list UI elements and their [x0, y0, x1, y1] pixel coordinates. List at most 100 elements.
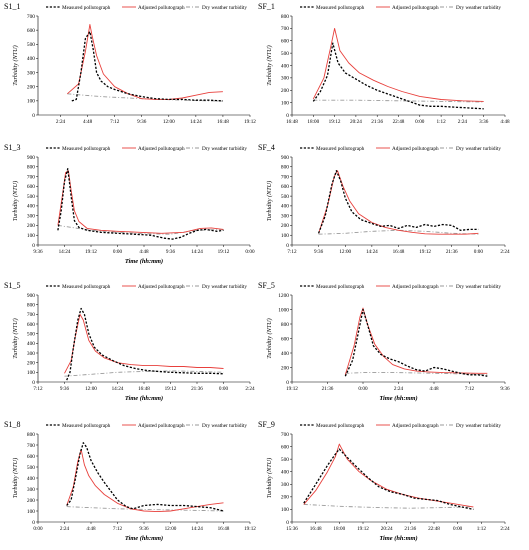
y-tick-label: 700 [281, 432, 289, 438]
x-tick-label: 16:48 [393, 249, 405, 255]
series-line-dry [345, 372, 488, 376]
legend-label-dry: Dry weather turbidity [456, 284, 501, 290]
x-tick-label: 7:12 [465, 386, 475, 392]
legend-label-adjusted: Adjusted pollutograph [392, 423, 439, 429]
y-tick-label: 800 [27, 432, 35, 438]
y-tick-label: 0 [32, 520, 35, 526]
legend-label-adjusted: Adjusted pollutograph [392, 5, 439, 11]
y-tick-label: 300 [281, 76, 289, 82]
series-line-dry [57, 224, 224, 235]
chart-panel-s1-5: S1_5 Measured pollutograph Adjusted pollut… [4, 281, 255, 402]
x-tick-label: 19:12 [419, 249, 431, 255]
legend-label-dry: Dry weather turbidity [456, 5, 501, 11]
x-tick-label: 19:12 [286, 386, 298, 392]
series-line-measured [66, 307, 224, 381]
x-tick-label: 0:00 [245, 249, 255, 255]
legend-label-measured: Measured pollutograph [316, 5, 365, 11]
y-tick-label: 600 [281, 444, 289, 450]
x-tick-label: 18:00 [333, 526, 345, 532]
x-tick-label: 2:24 [245, 386, 255, 392]
series-line-adjusted [57, 170, 224, 234]
y-tick-label: 200 [27, 498, 35, 504]
x-tick-label: 16:48 [217, 119, 229, 125]
y-tick-label: 700 [27, 14, 35, 20]
y-tick-label: 200 [27, 360, 35, 366]
y-axis-title: Turbidity (NTU) [12, 318, 19, 358]
y-tick-label: 600 [27, 184, 35, 190]
x-axis-title: Time (hh:mm) [125, 395, 163, 402]
y-tick-label: 500 [281, 51, 289, 57]
chart-panel-sf-9: SF_9 Measured pollutograph Adjusted pollut… [258, 420, 510, 542]
series-line-adjusted [64, 313, 224, 374]
x-tick-label: 19:12 [329, 119, 341, 125]
series-line-measured [317, 170, 479, 234]
y-tick-label: 600 [281, 39, 289, 45]
series-line-measured [303, 448, 474, 511]
legend-label-dry: Dry weather turbidity [202, 423, 247, 429]
x-tick-label: 9:36 [33, 249, 43, 255]
y-tick-label: 800 [281, 322, 289, 328]
series-line-adjusted [318, 170, 479, 235]
y-tick-label: 600 [27, 28, 35, 34]
legend-label-measured: Measured pollutograph [316, 146, 365, 152]
y-tick-label: 400 [27, 56, 35, 62]
y-tick-label: 400 [27, 476, 35, 482]
x-tick-label: 14:24 [366, 249, 378, 255]
x-tick-label: 1:12 [436, 119, 446, 125]
series-line-adjusted [67, 24, 223, 100]
y-tick-label: 400 [27, 204, 35, 210]
x-tick-label: 12:00 [85, 386, 97, 392]
series-line-adjusted [312, 27, 484, 102]
y-tick-label: 800 [27, 165, 35, 171]
y-tick-label: 500 [281, 194, 289, 200]
y-tick-label: 900 [281, 155, 289, 161]
series-line-dry [318, 229, 479, 235]
x-tick-label: 2:24 [500, 249, 510, 255]
y-tick-label: 800 [27, 302, 35, 308]
x-tick-label: 9:36 [500, 386, 510, 392]
legend-label-measured: Measured pollutograph [62, 5, 111, 11]
x-tick-label: 4:48 [83, 119, 93, 125]
x-tick-label: 4:48 [139, 249, 149, 255]
legend-label-dry: Dry weather turbidity [456, 146, 501, 152]
x-tick-label: 14:24 [59, 249, 71, 255]
y-tick-label: 1200 [278, 293, 289, 299]
x-tick-label: 21:36 [404, 526, 416, 532]
y-axis-title: Turbidity (NTU) [266, 181, 273, 221]
series-line-adjusted [344, 307, 488, 375]
y-axis-title: Turbidity (NTU) [266, 318, 273, 358]
y-tick-label: 0 [286, 113, 289, 119]
y-tick-label: 500 [27, 465, 35, 471]
y-tick-label: 100 [27, 99, 35, 105]
series-line-dry [64, 370, 224, 377]
y-tick-label: 200 [281, 223, 289, 229]
y-tick-label: 400 [281, 351, 289, 357]
x-tick-label: 7:12 [110, 119, 120, 125]
x-tick-label: 3:36 [479, 119, 489, 125]
x-tick-label: 9:36 [60, 386, 70, 392]
x-tick-label: 14:24 [191, 526, 203, 532]
y-tick-label: 400 [281, 63, 289, 69]
x-tick-label: 12:00 [163, 119, 175, 125]
x-tick-label: 0:00 [358, 386, 368, 392]
y-tick-label: 900 [27, 293, 35, 299]
legend-label-measured: Measured pollutograph [316, 284, 365, 290]
panel-label: SF_4 [258, 143, 275, 152]
legend-label-dry: Dry weather turbidity [456, 423, 501, 429]
legend-label-adjusted: Adjusted pollutograph [392, 284, 439, 290]
x-tick-label: 7:12 [113, 526, 123, 532]
y-tick-label: 100 [281, 233, 289, 239]
y-tick-label: 700 [27, 174, 35, 180]
y-tick-label: 400 [281, 204, 289, 210]
x-tick-label: 12:00 [339, 249, 351, 255]
x-tick-label: 19:12 [244, 119, 256, 125]
x-tick-label: 7:12 [33, 386, 43, 392]
legend-label-adjusted: Adjusted pollutograph [138, 284, 185, 290]
x-tick-label: 21:36 [371, 119, 383, 125]
y-tick-label: 600 [27, 322, 35, 328]
x-tick-label: 14:24 [190, 119, 202, 125]
legend-label-measured: Measured pollutograph [316, 423, 365, 429]
x-tick-label: 9:36 [314, 249, 324, 255]
x-tick-label: 2:24 [500, 526, 510, 532]
y-tick-label: 100 [281, 100, 289, 106]
